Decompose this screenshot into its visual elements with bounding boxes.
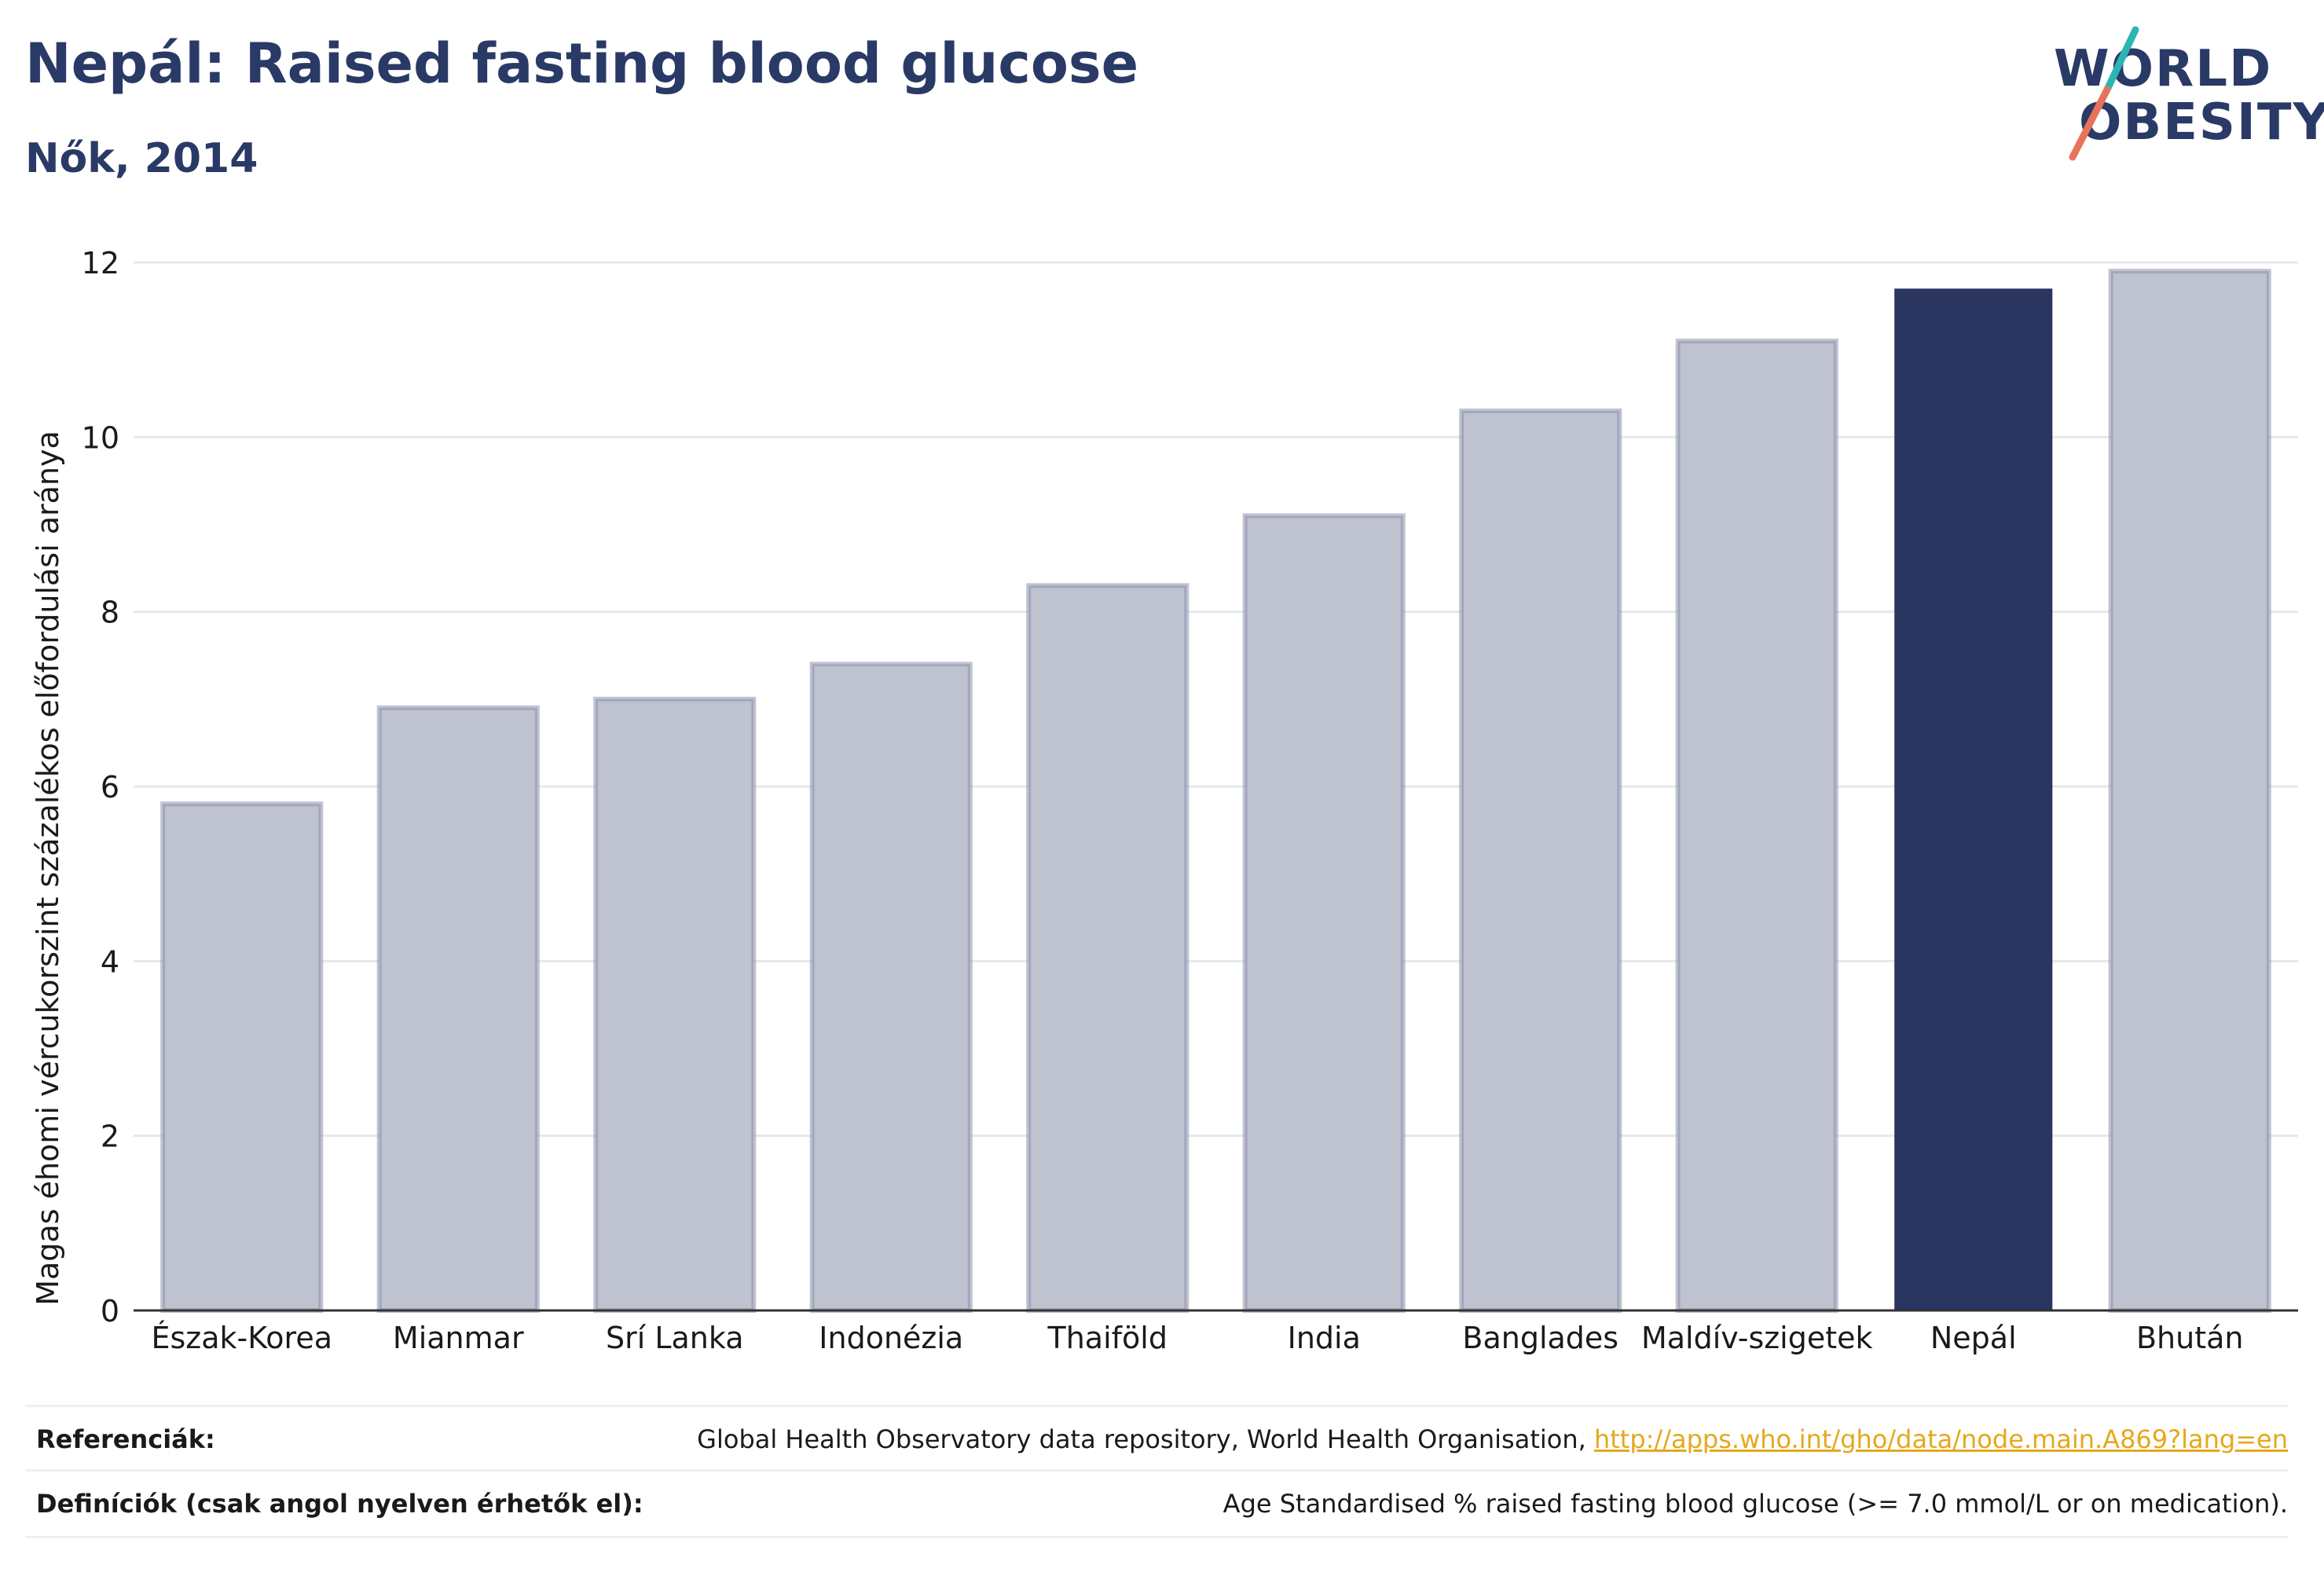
references-row: Referenciák: Global Health Observatory d…	[25, 1405, 2288, 1472]
bar-mianmar	[376, 705, 540, 1313]
references-value: Global Health Observatory data repositor…	[697, 1424, 2288, 1454]
bar-indonézia	[809, 662, 973, 1313]
logo-slash-icon	[2069, 26, 2139, 161]
logo-word-world: WORLD	[2054, 40, 2273, 98]
bar-maldív-szigetek	[1675, 339, 1838, 1313]
y-tick-label: 2	[101, 1120, 119, 1154]
bar-thaiföld	[1026, 583, 1189, 1313]
y-tick-label: 12	[82, 246, 119, 280]
definitions-row: Definíciók (csak angol nyelven érhetők e…	[25, 1469, 2288, 1538]
x-tick-label: Banglades	[1462, 1321, 1618, 1355]
bar-india	[1242, 513, 1406, 1313]
world-obesity-logo: WORLD OBESITY	[2051, 24, 2324, 165]
references-link[interactable]: http://apps.who.int/gho/data/node.main.A…	[1593, 1424, 2288, 1454]
y-tick-label: 10	[82, 420, 119, 455]
x-tick-label: India	[1288, 1321, 1361, 1355]
definitions-label: Definíciók (csak angol nyelven érhetők e…	[36, 1489, 643, 1519]
x-tick-label: Indonézia	[819, 1321, 963, 1355]
x-tick-label: Észak-Korea	[152, 1321, 333, 1355]
bars	[160, 269, 2271, 1314]
bar-banglades	[1459, 408, 1622, 1314]
y-tick-label: 8	[101, 596, 119, 630]
logo-word-obesity: OBESITY	[2079, 93, 2324, 152]
x-tick-label: Mianmar	[393, 1321, 524, 1355]
bar-nepál	[1894, 288, 2053, 1311]
chart-title: Nepál: Raised fasting blood glucose	[25, 31, 1139, 96]
x-tick-label: Srí Lanka	[606, 1321, 744, 1355]
chart-subtitle: Nők, 2014	[25, 135, 258, 182]
x-tick-label: Nepál	[1930, 1321, 2017, 1355]
bar-chart: 0 2 4 6 8 10 12 Észak-Korea Mianmar Srí Lanka Ind…	[31, 246, 2298, 1355]
y-tick-label: 6	[101, 770, 119, 804]
x-tick-label: Maldív-szigetek	[1641, 1321, 1873, 1355]
bar-észak-korea	[160, 801, 324, 1313]
y-axis-label: Magas éhomi vércukorszint százalékos elő…	[31, 431, 65, 1306]
definitions-text: Age Standardised % raised fasting blood …	[1222, 1489, 2288, 1519]
y-tick-label: 0	[101, 1294, 119, 1329]
x-tick-label: Bhután	[2136, 1321, 2244, 1355]
bar-bhután	[2108, 269, 2271, 1313]
bar-srí-lanka	[593, 696, 757, 1313]
x-axis-ticks: Észak-Korea Mianmar Srí Lanka Indonézia Thai…	[152, 1321, 2244, 1355]
references-label: Referenciák:	[36, 1424, 215, 1454]
y-axis-ticks: 0 2 4 6 8 10 12	[82, 246, 119, 1329]
references-text: Global Health Observatory data repositor…	[697, 1424, 1586, 1454]
y-tick-label: 4	[101, 944, 119, 979]
x-tick-label: Thaiföld	[1047, 1321, 1167, 1355]
